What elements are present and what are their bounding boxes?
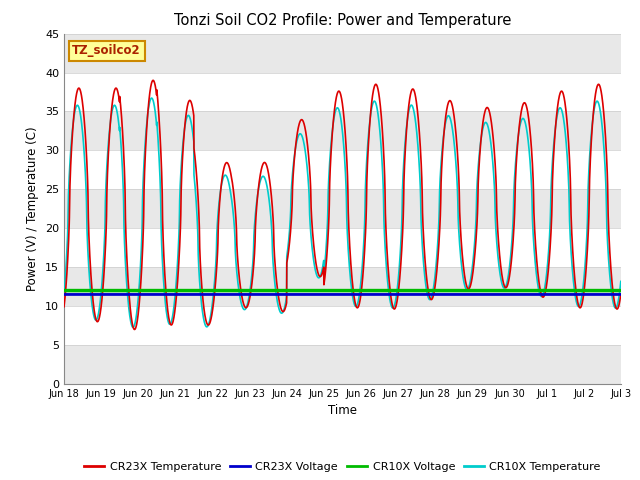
CR23X Voltage <box>617 291 625 297</box>
Bar <box>64 306 621 345</box>
Bar <box>64 111 621 150</box>
CR23X Voltage <box>274 291 282 297</box>
Bar <box>64 228 621 267</box>
Title: Tonzi Soil CO2 Profile: Power and Temperature: Tonzi Soil CO2 Profile: Power and Temper… <box>173 13 511 28</box>
Bar <box>64 150 621 189</box>
CR23X Voltage <box>606 291 614 297</box>
CR10X Voltage <box>606 288 614 293</box>
CR23X Temperature <box>547 242 554 248</box>
CR10X Temperature <box>274 301 282 307</box>
CR23X Temperature <box>617 291 625 297</box>
CR23X Voltage <box>124 291 131 297</box>
CR10X Voltage <box>157 288 164 293</box>
Legend: CR23X Temperature, CR23X Voltage, CR10X Voltage, CR10X Temperature: CR23X Temperature, CR23X Voltage, CR10X … <box>79 457 605 477</box>
CR10X Temperature <box>298 133 306 139</box>
Bar <box>64 267 621 306</box>
Bar <box>64 34 621 72</box>
Y-axis label: Power (V) / Temperature (C): Power (V) / Temperature (C) <box>26 127 40 291</box>
CR10X Temperature <box>148 95 156 101</box>
CR23X Temperature <box>131 326 138 332</box>
CR10X Voltage <box>546 288 554 293</box>
CR23X Voltage <box>298 291 305 297</box>
CR23X Temperature <box>274 289 282 295</box>
X-axis label: Time: Time <box>328 405 357 418</box>
CR10X Temperature <box>547 218 554 224</box>
Bar <box>64 345 621 384</box>
CR23X Voltage <box>60 291 68 297</box>
CR10X Temperature <box>606 277 614 283</box>
Text: TZ_soilco2: TZ_soilco2 <box>72 44 141 57</box>
Line: CR23X Temperature: CR23X Temperature <box>64 80 621 329</box>
CR10X Temperature <box>157 213 164 219</box>
CR10X Voltage <box>274 288 282 293</box>
CR23X Temperature <box>157 151 164 156</box>
CR10X Voltage <box>617 288 625 293</box>
CR10X Temperature <box>60 290 68 296</box>
CR10X Temperature <box>617 278 625 284</box>
CR10X Temperature <box>129 324 137 330</box>
CR23X Voltage <box>157 291 164 297</box>
CR23X Temperature <box>124 267 131 273</box>
CR23X Temperature <box>606 256 614 262</box>
Line: CR10X Temperature: CR10X Temperature <box>64 98 621 327</box>
CR23X Temperature <box>298 117 306 122</box>
CR23X Voltage <box>546 291 554 297</box>
Bar <box>64 72 621 111</box>
CR10X Temperature <box>124 291 131 297</box>
CR10X Voltage <box>124 288 131 293</box>
CR10X Voltage <box>298 288 305 293</box>
CR23X Temperature <box>60 304 68 310</box>
CR23X Temperature <box>149 77 157 83</box>
Bar <box>64 189 621 228</box>
CR10X Voltage <box>60 288 68 293</box>
